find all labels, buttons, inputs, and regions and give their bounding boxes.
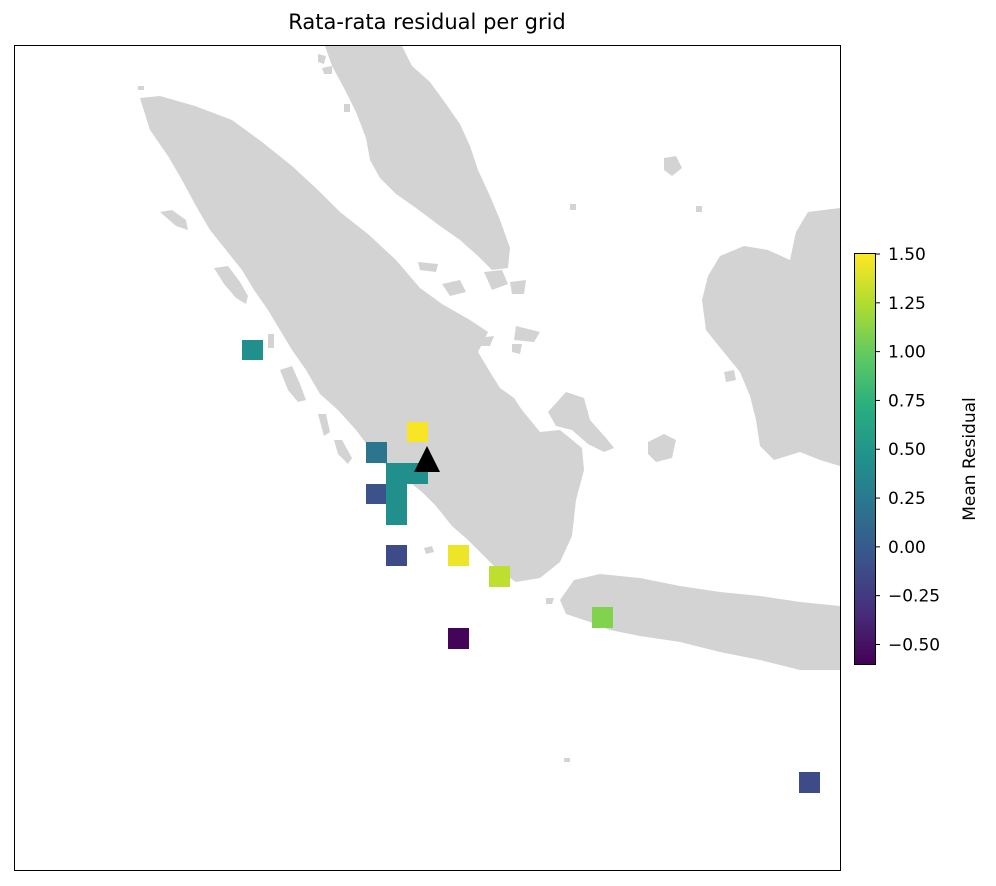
grid-cell[interactable] (489, 566, 510, 587)
landmass-small-2 (512, 344, 522, 354)
colorbar-tick-label: −0.50 (888, 635, 940, 655)
landmass-small-10 (564, 758, 570, 762)
colorbar-label: Mean Residual (960, 397, 980, 521)
land-layer (138, 46, 840, 762)
residual-grid-cells (242, 340, 820, 793)
landmass-belitung (648, 434, 676, 462)
grid-cell[interactable] (799, 772, 820, 793)
map-frame (14, 45, 841, 871)
landmass-small-9 (546, 598, 554, 604)
map-area[interactable] (138, 46, 840, 793)
landmass-nias (214, 266, 248, 304)
grid-cell[interactable] (366, 442, 387, 463)
landmass-small-7 (344, 104, 350, 112)
landmass-pagai (334, 440, 352, 464)
colorbar-tick-label: 1.00 (888, 343, 926, 363)
landmass-small-3 (664, 156, 682, 176)
grid-cell[interactable] (448, 628, 469, 649)
landmass-riau-2 (442, 280, 466, 296)
landmass-java (560, 574, 840, 670)
landmass-riau-3 (484, 270, 508, 290)
colorbar-frame (854, 253, 876, 665)
grid-cell[interactable] (407, 422, 428, 442)
grid-cell[interactable] (386, 545, 407, 566)
colorbar-tick-label: 0.25 (888, 489, 926, 509)
colorbar: 1.50 1.25 1.00 0.75 0.50 0.25 0.00 −0.25 −0.50 M… (854, 245, 980, 665)
grid-cell[interactable] (386, 504, 407, 525)
colorbar-tick-label: 1.50 (888, 245, 926, 265)
landmass-small-8 (138, 86, 144, 90)
landmass-siberut (280, 366, 306, 402)
landmass-enggano (424, 546, 434, 554)
grid-cell[interactable] (386, 463, 407, 484)
landmass-small-5 (318, 54, 326, 64)
landmass-sumatra (140, 96, 584, 582)
landmass-island-small-1 (268, 334, 274, 348)
landmass-small-12 (570, 204, 576, 210)
grid-cell[interactable] (242, 340, 263, 360)
landmass-riau-4 (510, 280, 526, 294)
grid-cell[interactable] (448, 545, 469, 566)
landmass-lingga (478, 336, 494, 346)
landmass-riau-1 (418, 262, 438, 272)
colorbar-gradient (854, 254, 875, 664)
colorbar-tick-label: 1.25 (888, 294, 926, 314)
landmass-simeulue (160, 210, 188, 230)
colorbar-tick-label: 0.75 (888, 391, 926, 411)
grid-cell[interactable] (386, 484, 407, 504)
landmass-small-6 (322, 66, 332, 74)
map-title: Rata-rata residual per grid (288, 10, 566, 34)
colorbar-ticks: 1.50 1.25 1.00 0.75 0.50 0.25 0.00 −0.25 −0.50 (875, 245, 940, 655)
landmass-malay-peninsula (325, 46, 510, 270)
landmass-sipora (318, 414, 330, 436)
landmass-small-11 (696, 206, 702, 212)
colorbar-tick-label: 0.50 (888, 440, 926, 460)
landmass-bangka (548, 392, 614, 452)
grid-cell[interactable] (366, 484, 387, 504)
triangle-marker-icon[interactable] (414, 446, 440, 472)
grid-cell[interactable] (592, 607, 613, 628)
landmass-singkep (514, 326, 540, 342)
colorbar-tick-label: −0.25 (888, 587, 940, 607)
landmass-borneo (702, 208, 840, 466)
landmass-small-4 (724, 370, 736, 382)
colorbar-tick-label: 0.00 (888, 538, 926, 558)
